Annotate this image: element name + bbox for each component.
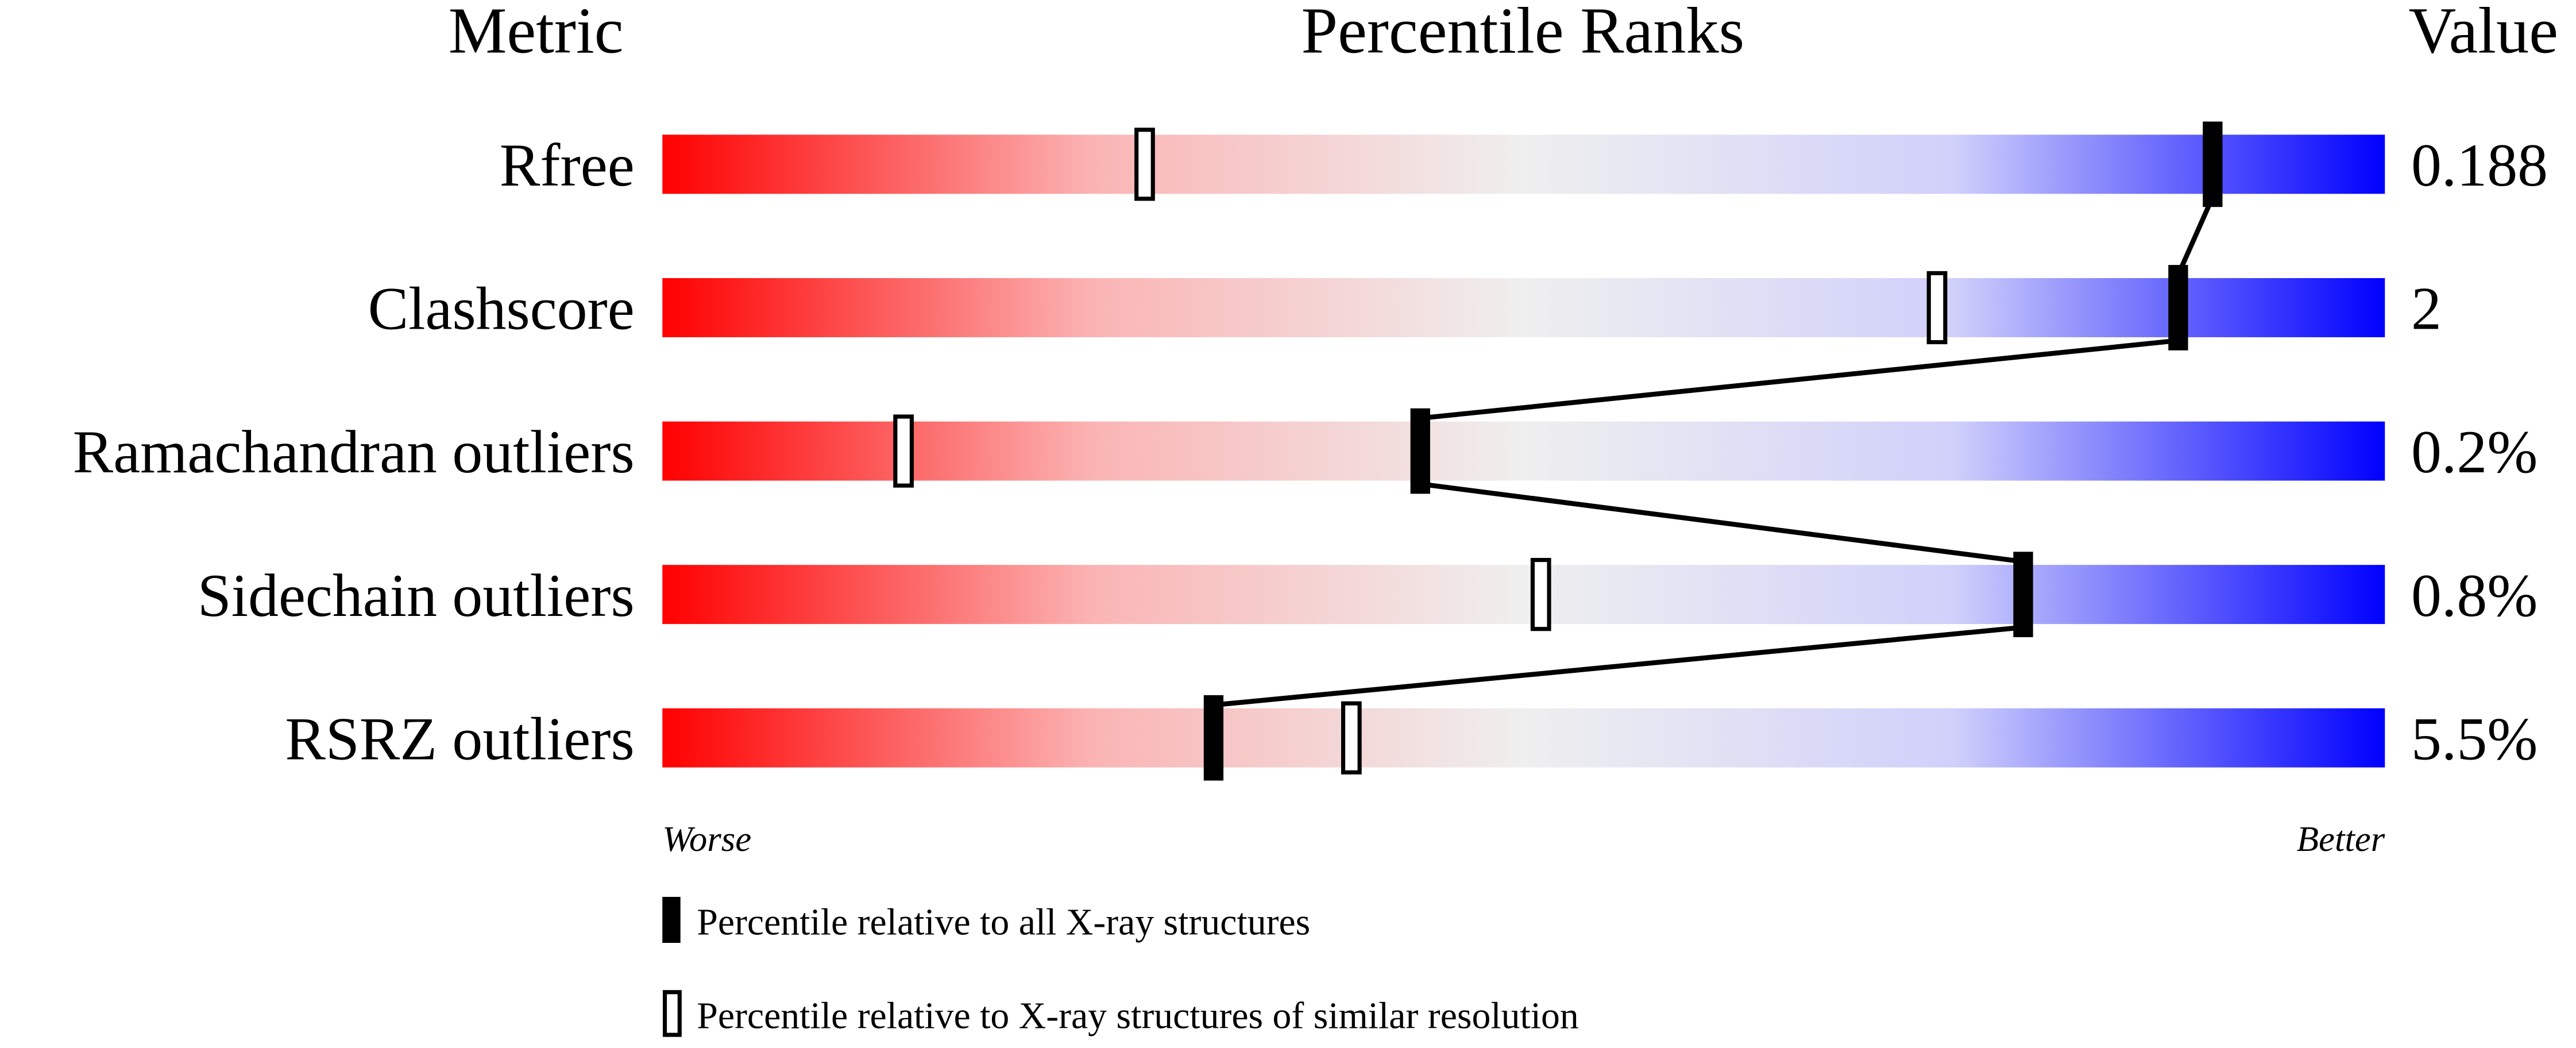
percentile-bar (662, 708, 2385, 768)
better-label: Better (2297, 819, 2385, 859)
legend-open-label: Percentile relative to X-ray structures … (697, 995, 1578, 1037)
percentile-bar (662, 278, 2385, 337)
all-structures-marker (2013, 552, 2033, 637)
metric-label: Ramachandran outliers (73, 418, 635, 486)
legend-filled-label: Percentile relative to all X-ray structu… (697, 901, 1310, 943)
connector-line (1213, 625, 2023, 708)
similar-resolution-marker (1530, 558, 1551, 631)
worse-label: Worse (662, 819, 751, 859)
percentile-bar (662, 421, 2385, 481)
metric-label: Clashscore (368, 275, 635, 342)
similar-resolution-marker (1134, 128, 1155, 201)
similar-resolution-marker (893, 414, 914, 488)
metric-value: 0.8% (2411, 562, 2538, 629)
header-metric: Metric (449, 0, 624, 67)
metric-value: 2 (2411, 275, 2442, 342)
legend-filled-marker (662, 896, 681, 943)
metric-label: RSRZ outliers (285, 705, 634, 772)
metric-label: Rfree (500, 132, 635, 199)
legend-open-marker (662, 990, 682, 1037)
similar-resolution-marker (1926, 271, 1948, 345)
percentile-bar (662, 565, 2385, 625)
metric-value: 0.188 (2411, 132, 2548, 199)
connector-line (1420, 481, 2024, 564)
connector-line (1420, 338, 2179, 421)
all-structures-marker (2203, 121, 2223, 207)
similar-resolution-marker (1341, 701, 1362, 775)
metric-label: Sidechain outliers (198, 562, 635, 629)
metric-rows: Rfree 0.188 Clashscore 2 Ramachandran outlie… (73, 121, 2548, 781)
percentile-bar (662, 134, 2385, 194)
metric-value: 5.5% (2411, 705, 2538, 772)
all-structures-marker (1203, 695, 1224, 781)
all-structures-marker (1410, 408, 1430, 494)
all-structures-marker (2168, 265, 2188, 350)
header-percentile-ranks: Percentile Ranks (1301, 0, 1745, 67)
header-value: Value (2409, 0, 2558, 67)
metric-value: 0.2% (2411, 418, 2538, 486)
connector-line (2176, 196, 2215, 276)
